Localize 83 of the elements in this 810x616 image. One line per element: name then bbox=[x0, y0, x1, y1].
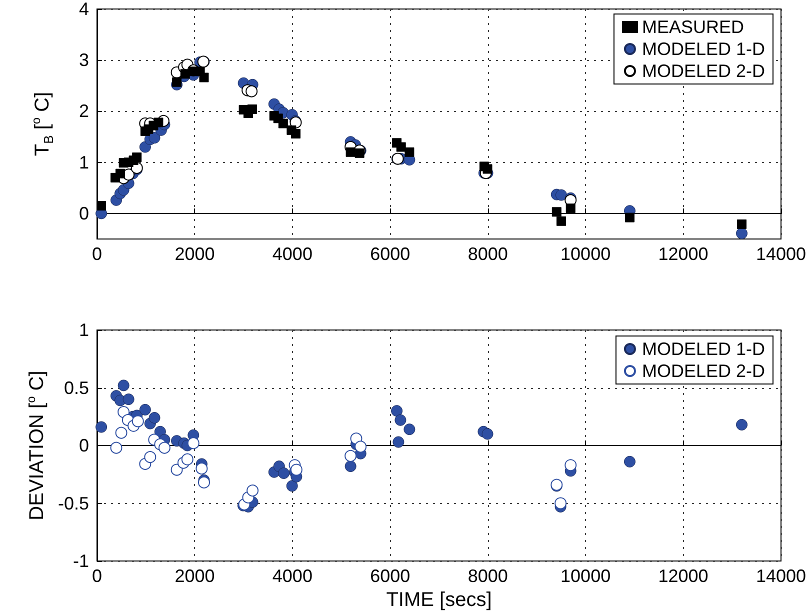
point bbox=[344, 460, 356, 472]
point bbox=[278, 467, 290, 479]
x-tick-label: 10000 bbox=[560, 566, 611, 586]
y-tick-label: 4 bbox=[78, 0, 89, 19]
point bbox=[394, 414, 406, 426]
x-tick-label: 6000 bbox=[370, 566, 410, 586]
point bbox=[291, 128, 300, 138]
point bbox=[246, 85, 258, 98]
point bbox=[148, 132, 160, 144]
x-tick-label: 12000 bbox=[658, 244, 708, 264]
x-axis-title: TIME [secs] bbox=[386, 588, 492, 611]
y-tick-label: -0.5 bbox=[58, 493, 89, 514]
point bbox=[286, 480, 298, 492]
y-tick-label: 0.5 bbox=[64, 378, 89, 398]
point bbox=[158, 442, 170, 454]
y-tick-label: -1 bbox=[72, 551, 89, 571]
point bbox=[187, 437, 200, 450]
point bbox=[482, 164, 492, 174]
point bbox=[396, 142, 406, 152]
legend-label: MODELED 2-D bbox=[642, 361, 766, 381]
point bbox=[278, 118, 288, 128]
point bbox=[172, 77, 182, 87]
point bbox=[132, 415, 144, 428]
x-tick-label: 0 bbox=[92, 244, 102, 264]
y-tick-label: 1 bbox=[78, 152, 89, 172]
x-tick-label: 2000 bbox=[174, 566, 215, 586]
point bbox=[199, 72, 209, 82]
point bbox=[556, 216, 566, 226]
y-tick-label: 1 bbox=[78, 320, 89, 340]
point bbox=[736, 418, 748, 430]
y-axis-title: DEVIATION [o C] bbox=[24, 370, 48, 520]
point bbox=[122, 394, 134, 406]
point bbox=[154, 118, 164, 128]
point bbox=[736, 228, 748, 240]
y-tick-label: 0 bbox=[78, 203, 89, 224]
point bbox=[392, 436, 404, 448]
point bbox=[391, 405, 403, 417]
x-tick-label: 2000 bbox=[174, 244, 215, 264]
point bbox=[404, 424, 416, 436]
point bbox=[552, 207, 562, 217]
x-tick-label: 8000 bbox=[468, 244, 508, 264]
x-tick-label: 12000 bbox=[658, 566, 708, 586]
point bbox=[116, 168, 126, 178]
y-axis-title: TB [o C] bbox=[29, 92, 56, 156]
point bbox=[482, 428, 494, 440]
point bbox=[404, 147, 414, 157]
point bbox=[556, 189, 567, 201]
legend-label: MODELED 1-D bbox=[642, 39, 766, 59]
x-tick-label: 14000 bbox=[756, 244, 806, 264]
point bbox=[196, 462, 208, 475]
point bbox=[354, 148, 364, 158]
point bbox=[96, 421, 108, 433]
x-tick-label: 6000 bbox=[370, 244, 410, 264]
point bbox=[346, 147, 356, 157]
point bbox=[566, 204, 576, 214]
x-tick-label: 4000 bbox=[272, 244, 312, 264]
legend-label: MODELED 2-D bbox=[642, 61, 766, 81]
x-tick-label: 0 bbox=[92, 566, 102, 586]
point bbox=[118, 380, 130, 392]
point bbox=[624, 212, 634, 222]
point bbox=[139, 141, 151, 153]
point bbox=[198, 476, 210, 488]
y-tick-label: 0 bbox=[78, 436, 89, 456]
legend-label: MEASURED bbox=[642, 17, 744, 37]
point bbox=[96, 201, 106, 211]
point bbox=[181, 453, 194, 466]
y-tick-label: 2 bbox=[78, 101, 89, 122]
x-tick-label: 10000 bbox=[560, 244, 611, 264]
x-tick-label: 4000 bbox=[272, 566, 312, 586]
point bbox=[132, 152, 142, 162]
y-tick-label: 3 bbox=[78, 50, 89, 70]
point bbox=[564, 459, 577, 472]
point bbox=[247, 104, 257, 114]
point bbox=[737, 219, 747, 229]
point bbox=[290, 464, 302, 476]
point bbox=[554, 497, 567, 510]
point bbox=[624, 456, 636, 468]
x-tick-label: 8000 bbox=[468, 566, 508, 586]
point bbox=[354, 440, 367, 453]
x-tick-label: 14000 bbox=[756, 566, 806, 586]
point bbox=[139, 404, 151, 416]
point bbox=[148, 412, 160, 424]
legend-label: MODELED 1-D bbox=[642, 339, 766, 359]
